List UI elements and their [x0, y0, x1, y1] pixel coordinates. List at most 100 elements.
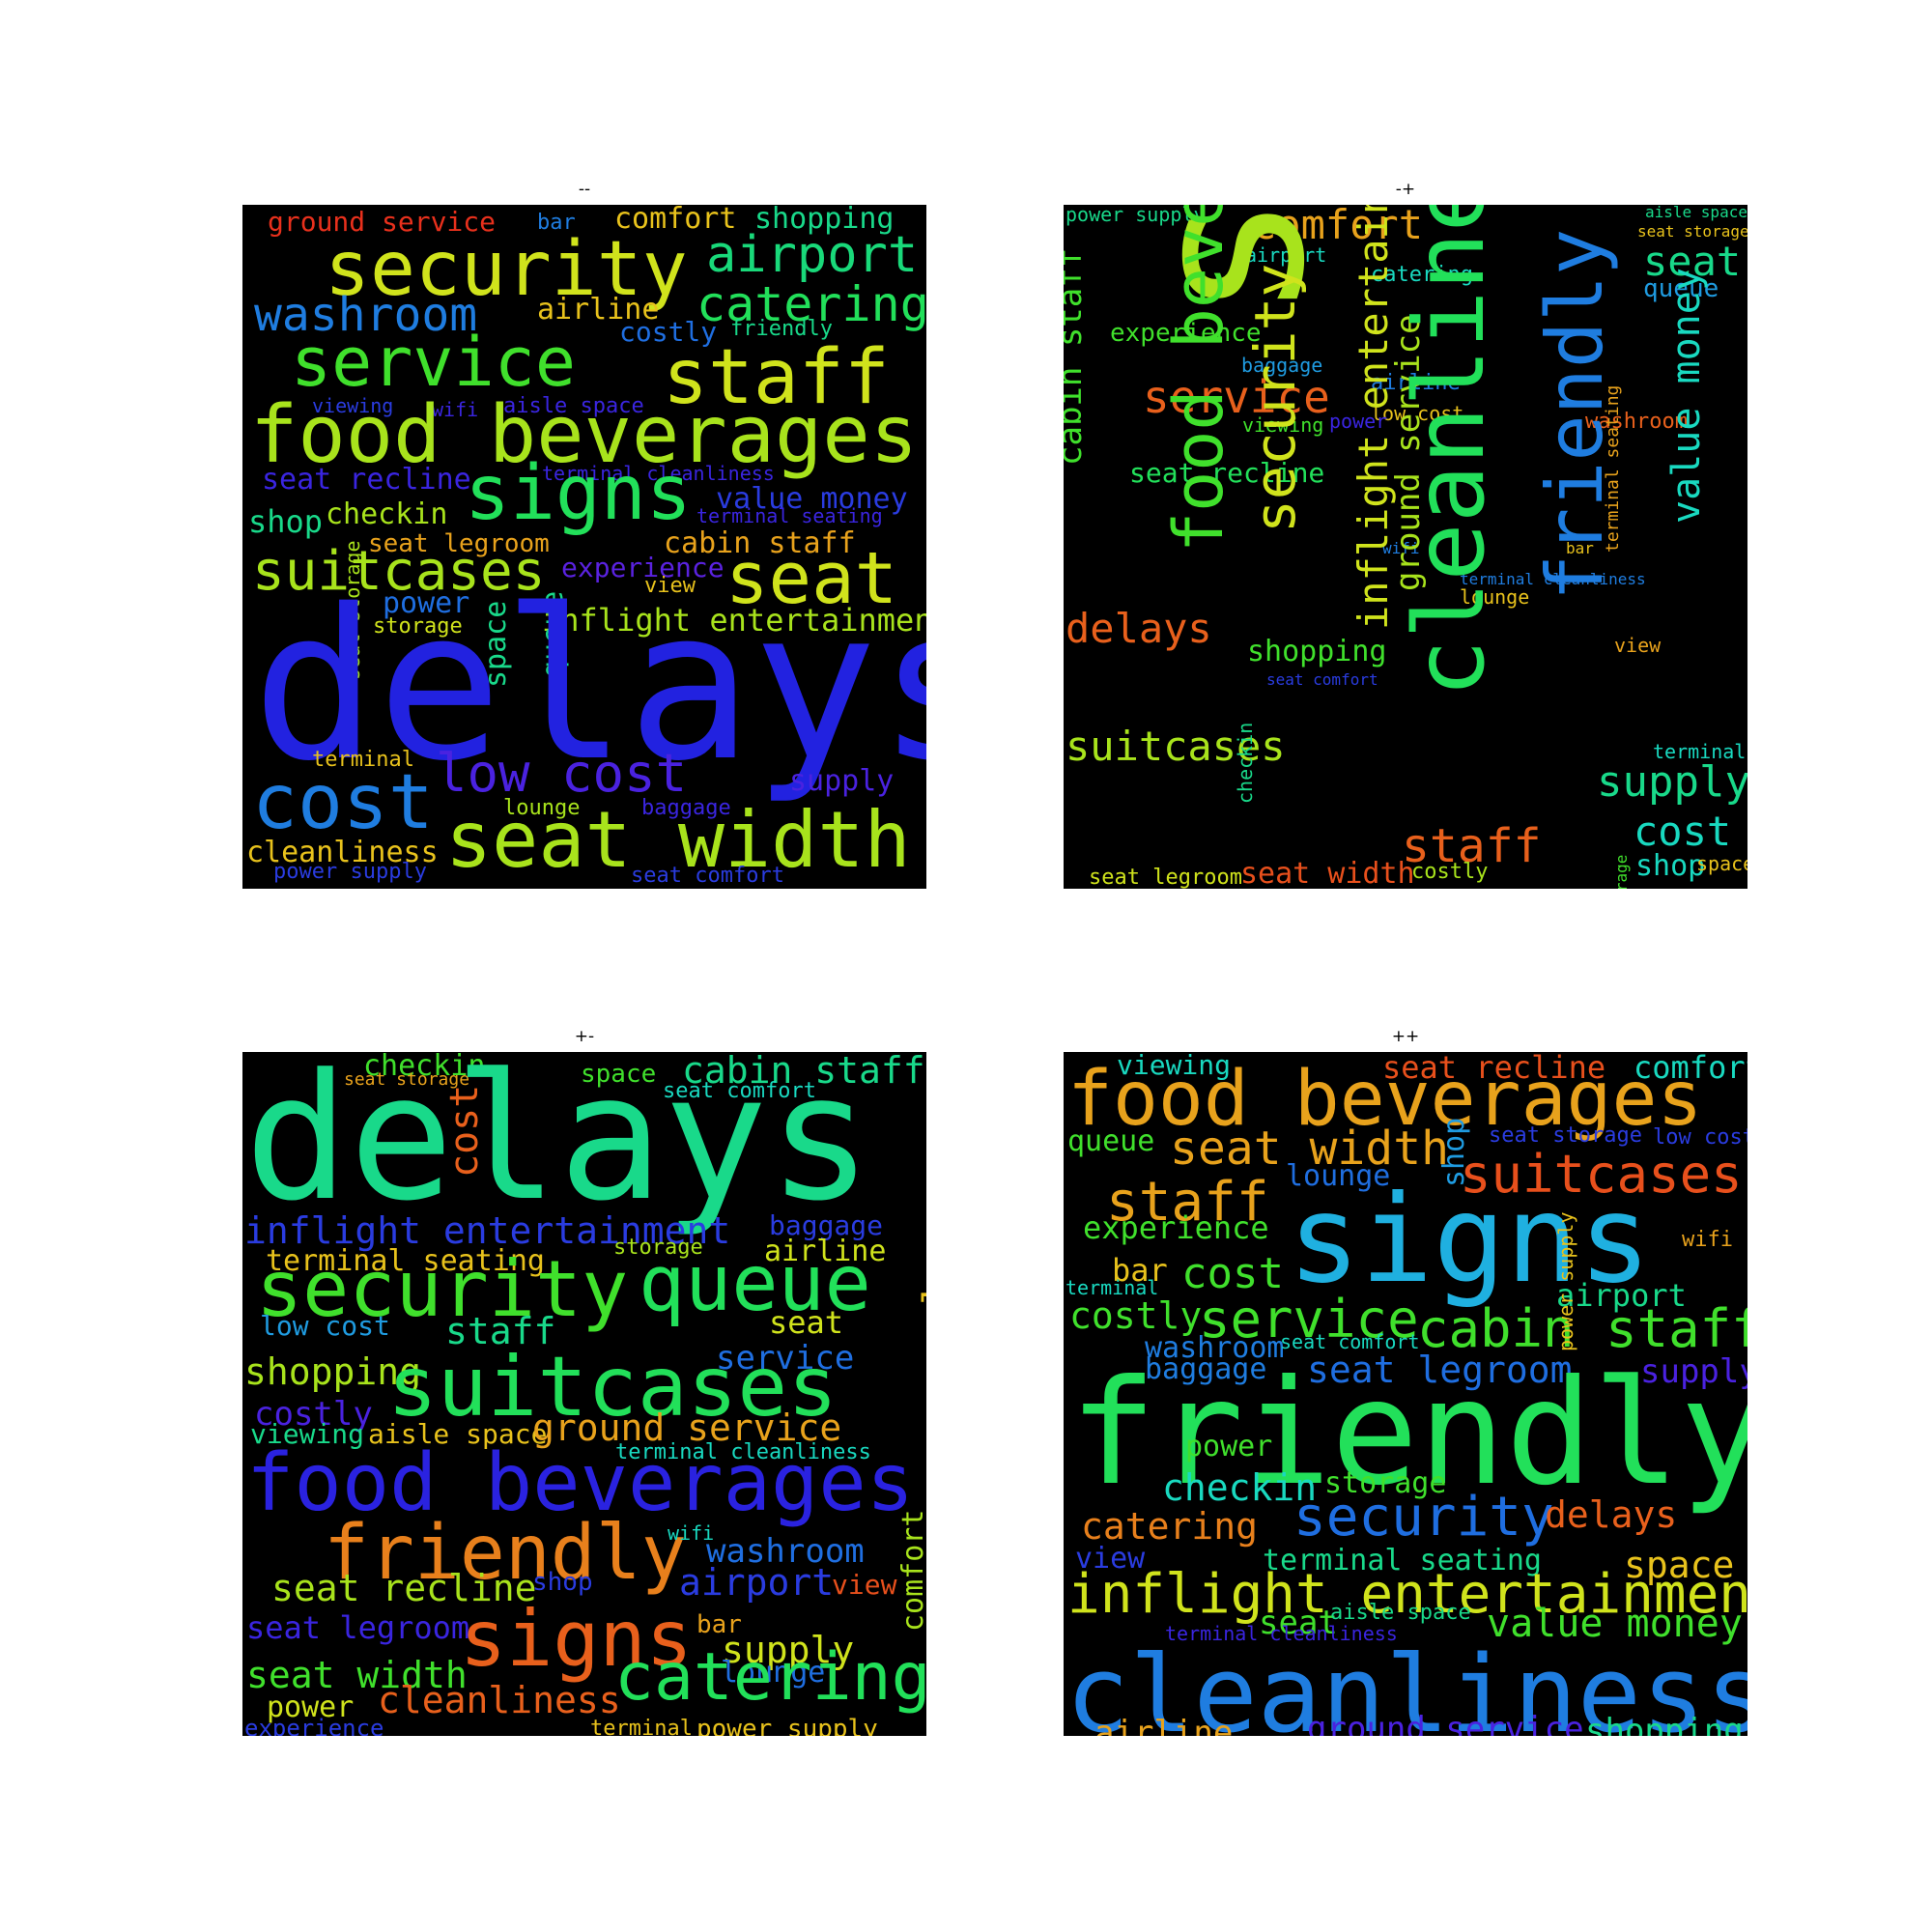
cloud-word-friendly: friendly — [1530, 228, 1620, 601]
cloud-word-storage: storage — [373, 614, 463, 639]
word-cloud-2: power supply aisle space comfort seat stora… — [1064, 205, 1747, 889]
word-cloud-3: checkin seat storage space cabin staff seat … — [242, 1052, 926, 1736]
cloud-word-seat-legroom: seat legroom — [1089, 866, 1242, 889]
cloud-word-experience: experience — [244, 1715, 384, 1736]
cloud-word-comfort: comfort — [614, 205, 737, 236]
cloud-word-suitcases: suitcases — [1460, 1144, 1743, 1205]
panel-title-3: +- — [574, 1027, 595, 1046]
cloud-word-space: space — [581, 1060, 657, 1089]
cloud-word-cabin-staff: cabin staff — [1417, 1298, 1747, 1359]
cloud-word-terminal-cleanliness: terminal cleanliness — [1165, 1622, 1398, 1645]
cloud-word-costly: costly — [1069, 1294, 1203, 1337]
cloud-word-seat: seat — [725, 537, 898, 620]
cloud-word-staff: staff — [1402, 819, 1542, 873]
cloud-word-shopping: shopping — [754, 205, 895, 236]
cloud-word-seat-width: seat width — [246, 1654, 468, 1696]
cloud-word-costly: costly — [1411, 860, 1489, 884]
cloud-word-signs: signs — [465, 450, 692, 537]
cloud-word-food-beverages: food beverages — [250, 389, 919, 481]
cloud-word-low-cost: low cost — [260, 1310, 390, 1342]
cloud-word-washroom: washroom — [254, 288, 478, 342]
cloud-word-aisle-space: aisle space — [1645, 205, 1747, 221]
cloud-word-security: security — [1242, 263, 1308, 533]
cloud-word-airline: airline — [537, 293, 660, 327]
cloud-word-cost: cost — [1181, 1249, 1284, 1298]
cloud-word-seat-recline: seat recline — [1129, 457, 1325, 489]
cloud-word-power-supply: power supply — [1554, 1211, 1577, 1352]
cloud-word-seat-storage: seat storage — [1489, 1123, 1642, 1148]
cloud-word-wifi: wifi — [1382, 539, 1420, 557]
cloud-word-bar: bar — [537, 211, 576, 235]
cloud-word-bar: bar — [1566, 539, 1594, 557]
cloud-word-airport: airport — [1556, 1277, 1687, 1314]
cloud-word-terminal: terminal — [312, 748, 414, 772]
cloud-word-seat-legroom: seat legroom — [246, 1609, 470, 1646]
cloud-word-signs: signs — [1288, 1170, 1652, 1310]
cloud-word-suitcases: suitcases — [252, 540, 546, 603]
cloud-word-seat-comfort: seat comfort — [631, 864, 784, 888]
cloud-word-shopping: shopping — [1247, 635, 1387, 668]
cloud-word-delays: delays — [252, 564, 926, 807]
cloud-word-terminal-cleanliness: terminal cleanliness — [542, 462, 775, 485]
cloud-word-delays: delays — [244, 1052, 873, 1239]
cloud-word-security: security — [1293, 1486, 1554, 1548]
cloud-word-comfort: comfort — [896, 1509, 926, 1632]
cloud-word-checkin: checkin — [1162, 1466, 1318, 1509]
panel-title-4: ++ — [1391, 1027, 1420, 1046]
cloud-word-terminal-seating: terminal seating — [266, 1244, 545, 1278]
cloud-word-seat: seat — [769, 1304, 844, 1341]
cloud-word-value-money: value money — [916, 1095, 926, 1351]
cloud-word-storage: storage — [613, 1236, 703, 1260]
cloud-word-baggage: baggage — [641, 796, 731, 820]
cloud-word-wifi: wifi — [668, 1521, 715, 1545]
word-cloud-4: viewing seat recline comfortfood beverages… — [1064, 1052, 1747, 1736]
cloud-word-comfort: comfort — [1252, 205, 1424, 248]
cloud-word-viewing: viewing — [250, 1418, 365, 1450]
cloud-word-view: view — [1614, 634, 1662, 657]
cloud-word-cabin-staff: cabin staff — [664, 526, 856, 560]
cloud-word-experience: experience — [1083, 1209, 1269, 1246]
cloud-word-aisle-space: aisle space — [503, 394, 644, 418]
cloud-word-lounge: lounge — [503, 796, 581, 820]
cloud-word-cleanliness: cleanliness — [246, 836, 439, 869]
cloud-word-viewing: viewing — [312, 394, 394, 417]
cloud-word-seat-comfort: seat comfort — [1266, 670, 1378, 689]
cloud-word-viewing: viewing — [1242, 413, 1324, 437]
cloud-word-washroom: washroom — [1145, 1331, 1285, 1365]
cloud-word-service: service — [1199, 1289, 1419, 1350]
cloud-word-staff: staff — [663, 334, 890, 421]
cloud-word-space: space — [1624, 1544, 1735, 1586]
cloud-word-view: view — [644, 574, 696, 598]
cloud-word-power-supply: power supply — [1065, 205, 1206, 226]
cloud-word-friendly: friendly — [324, 1510, 687, 1597]
cloud-word-low-cost: low cost — [436, 743, 688, 804]
cloud-word-cabin-staff: cabin staff — [682, 1052, 925, 1092]
cloud-word-service: service — [716, 1339, 855, 1378]
cloud-word-bar: bar — [1112, 1252, 1168, 1289]
cloud-word-terminal: terminal — [1065, 1276, 1159, 1299]
cloud-word-viewing: viewing — [1117, 1052, 1232, 1081]
cloud-word-shopping: shopping — [1585, 1712, 1744, 1736]
cloud-word-seat-legroom: seat legroom — [368, 529, 550, 558]
cloud-word-staff: staff — [1106, 1171, 1269, 1234]
cloud-word-airport: airport — [679, 1561, 835, 1604]
cloud-word-experience: experience — [561, 552, 724, 583]
cloud-word-airline: airline — [1371, 371, 1461, 395]
cloud-word-lounge: lounge — [1460, 585, 1530, 609]
cloud-word-low-cost: low cost — [1371, 402, 1464, 425]
cloud-word-service: service — [291, 323, 577, 402]
word-cloud-1: ground service bar comfort shopping security… — [242, 205, 926, 889]
cloud-word-cabin-staff: cabin staff — [1064, 247, 1090, 466]
cloud-word-baggage: baggage — [769, 1209, 884, 1241]
cloud-word-seat-legroom: seat legroom — [1307, 1349, 1573, 1391]
cloud-word-experience: experience — [1110, 319, 1262, 348]
cloud-word-seat-storage: seat storage — [1637, 222, 1747, 241]
cloud-word-signs: signs — [460, 1594, 693, 1684]
cloud-word-wifi: wifi — [1682, 1228, 1733, 1252]
cloud-word-value-money: value money — [1664, 268, 1709, 524]
cloud-word-seat-recline: seat recline — [1382, 1052, 1606, 1086]
cloud-word-cost: cost — [1634, 808, 1732, 855]
cloud-word-friendly: friendly — [1069, 1350, 1747, 1518]
cloud-word-shopping: shopping — [244, 1350, 422, 1393]
cloud-word-seat: seat — [1643, 238, 1742, 285]
